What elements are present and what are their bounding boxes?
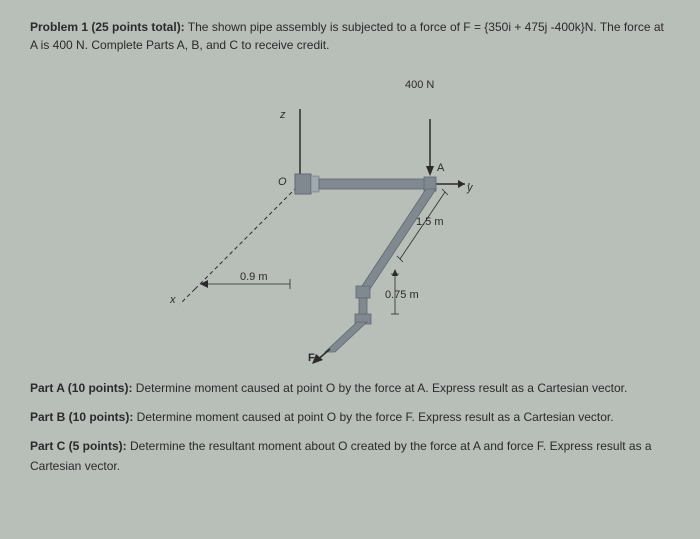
label-400n: 400 N — [405, 79, 434, 91]
part-a-text: Determine moment caused at point O by th… — [132, 381, 627, 395]
dim-1-5m: 1.5 m — [416, 216, 444, 228]
diagram-svg — [170, 64, 530, 364]
parts-section: Part A (10 points): Determine moment cau… — [30, 379, 670, 476]
label-a: A — [437, 162, 444, 174]
part-b-label: Part B (10 points): — [30, 410, 133, 424]
problem-header: Problem 1 (25 points total): The shown p… — [30, 18, 670, 54]
label-o: O — [278, 176, 287, 188]
label-x: x — [170, 294, 176, 306]
part-c: Part C (5 points): Determine the resulta… — [30, 437, 670, 475]
dim-0-75m: 0.75 m — [385, 289, 419, 301]
part-b: Part B (10 points): Determine moment cau… — [30, 408, 670, 427]
label-z: z — [280, 109, 286, 121]
dim-0-9m: 0.9 m — [240, 271, 268, 283]
part-b-text: Determine moment caused at point O by th… — [133, 410, 613, 424]
problem-label: Problem 1 (25 points total): — [30, 20, 185, 34]
label-y: y — [467, 182, 473, 194]
part-c-label: Part C (5 points): — [30, 439, 127, 453]
label-f: F — [308, 352, 315, 364]
part-a-label: Part A (10 points): — [30, 381, 132, 395]
diagram: 400 N z O A y x F 1.5 m 0.75 m 0.9 m — [170, 64, 530, 364]
part-a: Part A (10 points): Determine moment cau… — [30, 379, 670, 398]
